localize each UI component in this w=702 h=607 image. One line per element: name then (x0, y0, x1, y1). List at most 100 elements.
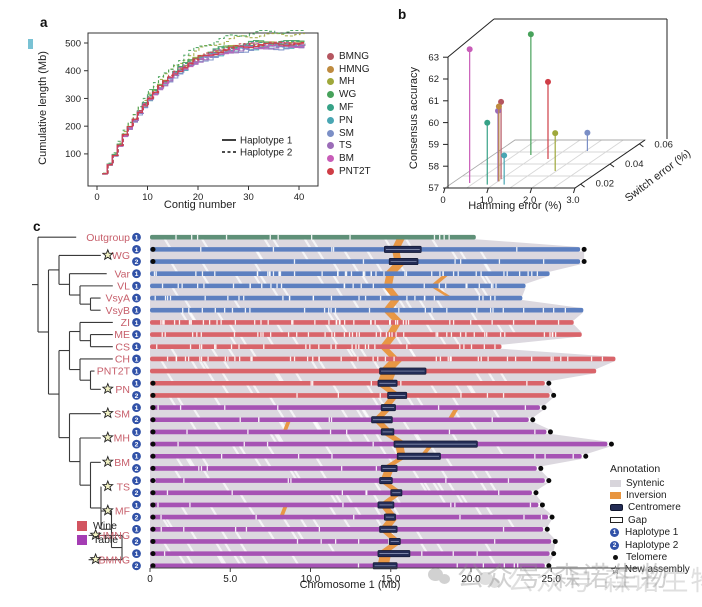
svg-text:2: 2 (135, 393, 139, 400)
legend-item-MF: MF (327, 101, 371, 114)
watermark-text-2: 公众号 森诺生物 (507, 566, 702, 596)
svg-text:2: 2 (135, 515, 139, 522)
annotation-legend: Annotation Syntenic Inversion Centromere Gap… (610, 463, 690, 577)
svg-text:3.0: 3.0 (566, 195, 579, 206)
series-dot-icon (327, 52, 334, 60)
panel-b-label: b (398, 7, 407, 22)
svg-text:2: 2 (135, 539, 139, 546)
svg-text:CH: CH (115, 354, 130, 366)
svg-text:VsyB: VsyB (105, 305, 130, 317)
svg-text:1: 1 (135, 332, 139, 339)
svg-text:300: 300 (65, 94, 81, 105)
annotation-item-hap: 1 Haplotype 1 (610, 527, 690, 539)
svg-text:0: 0 (147, 574, 153, 585)
svg-text:Var: Var (114, 268, 130, 280)
legend-item-HMNG: HMNG (327, 63, 371, 76)
svg-text:1: 1 (135, 405, 139, 412)
svg-text:500: 500 (65, 38, 81, 49)
svg-text:10: 10 (142, 192, 153, 203)
svg-text:59: 59 (428, 140, 439, 151)
legend-item-SM: SM (327, 127, 371, 140)
panel-b-zlabel: Consensus accuracy (408, 66, 420, 170)
svg-text:1: 1 (135, 271, 139, 278)
svg-text:63: 63 (428, 52, 439, 63)
svg-text:57: 57 (428, 183, 439, 194)
svg-text:ZI: ZI (121, 317, 130, 329)
panel-c-chart: 1 1 2 1 1 1 1 1 1 1 1 1 1 2 1 2 1 2 1 2 1 2 1 2 1 2 1 2 Outgroup WG Va… (32, 232, 638, 585)
legend-item-BM: BM (327, 152, 371, 165)
annotation-item-centromere: Centromere (610, 502, 690, 514)
svg-text:Haplotype 1: Haplotype 1 (240, 136, 292, 147)
watermark-2: 公众号 森诺生物 (478, 559, 702, 598)
annotation-item-inversion: Inversion (610, 489, 690, 501)
svg-text:15.0: 15.0 (381, 574, 401, 585)
svg-text:1.0: 1.0 (480, 195, 493, 206)
series-dot-icon (327, 65, 334, 73)
group-swatch-icon (77, 521, 87, 531)
svg-text:1: 1 (135, 247, 139, 254)
svg-text:58: 58 (428, 161, 439, 172)
svg-text:Haplotype 2: Haplotype 2 (240, 148, 292, 159)
group-legend: Wine Table (77, 519, 118, 547)
hap-icon: 1 (610, 528, 619, 538)
panel-a-legend: BMNG HMNG MH WG MF PN SM TS BM PNT2T (327, 50, 371, 178)
svg-text:1: 1 (135, 381, 139, 388)
svg-text:0.04: 0.04 (625, 159, 644, 170)
svg-text:1: 1 (135, 551, 139, 558)
svg-text:60: 60 (428, 118, 439, 129)
series-dot-icon (327, 129, 334, 137)
svg-text:1: 1 (135, 320, 139, 327)
svg-text:1: 1 (135, 527, 139, 534)
svg-text:100: 100 (65, 149, 81, 160)
annotation-item-syntenic: Syntenic (610, 477, 690, 489)
inversion-icon (610, 492, 621, 500)
svg-text:1: 1 (135, 308, 139, 315)
annotation-item-hap: 2 Haplotype 2 (610, 539, 690, 551)
svg-text:1: 1 (135, 454, 139, 461)
series-dot-icon (327, 104, 334, 112)
svg-text:0: 0 (94, 192, 99, 203)
svg-text:62: 62 (428, 74, 439, 85)
svg-text:2: 2 (135, 417, 139, 424)
telomere-icon (613, 555, 618, 561)
svg-text:2.0: 2.0 (523, 195, 536, 206)
group-swatch-icon (77, 535, 87, 545)
annotation-item-star: ☆ New assembly (610, 562, 690, 577)
svg-text:400: 400 (65, 66, 81, 77)
svg-text:0: 0 (440, 195, 445, 206)
svg-text:61: 61 (428, 96, 439, 107)
svg-text:0.06: 0.06 (654, 140, 673, 151)
svg-text:20: 20 (193, 192, 204, 203)
svg-text:VsyA: VsyA (105, 293, 130, 305)
legend-item-MH: MH (327, 76, 371, 89)
svg-text:2: 2 (135, 490, 139, 497)
panel-a-label: a (40, 15, 48, 30)
svg-text:BM: BM (114, 457, 130, 469)
annotation-legend-title: Annotation (610, 463, 661, 475)
svg-text:Outgroup: Outgroup (86, 232, 130, 244)
annotation-item-telomere: Telomere (610, 551, 690, 563)
svg-text:0.02: 0.02 (596, 178, 615, 189)
svg-text:5.0: 5.0 (223, 574, 237, 585)
svg-text:MF: MF (115, 506, 130, 518)
legend-item-WG: WG (327, 88, 371, 101)
star-icon: ☆ (610, 562, 621, 577)
svg-text:2: 2 (135, 563, 139, 570)
svg-text:BMNG: BMNG (99, 554, 131, 566)
svg-text:200: 200 (65, 121, 81, 132)
group-legend-item-wine: Wine (77, 519, 118, 533)
svg-text:MH: MH (114, 433, 130, 445)
svg-text:1: 1 (135, 235, 139, 242)
panel-a-xlabel: Contig number (163, 199, 237, 211)
svg-text:PN: PN (115, 384, 130, 396)
series-dot-icon (327, 142, 334, 150)
svg-text:10.0: 10.0 (301, 574, 321, 585)
syntenic-icon (610, 479, 621, 487)
gap-icon (610, 517, 623, 524)
legend-item-BMNG: BMNG (327, 50, 371, 63)
series-dot-icon (327, 78, 334, 86)
svg-text:1: 1 (135, 368, 139, 375)
svg-text:PNT2T: PNT2T (97, 366, 131, 378)
svg-text:1: 1 (135, 429, 139, 436)
svg-text:1: 1 (135, 502, 139, 509)
